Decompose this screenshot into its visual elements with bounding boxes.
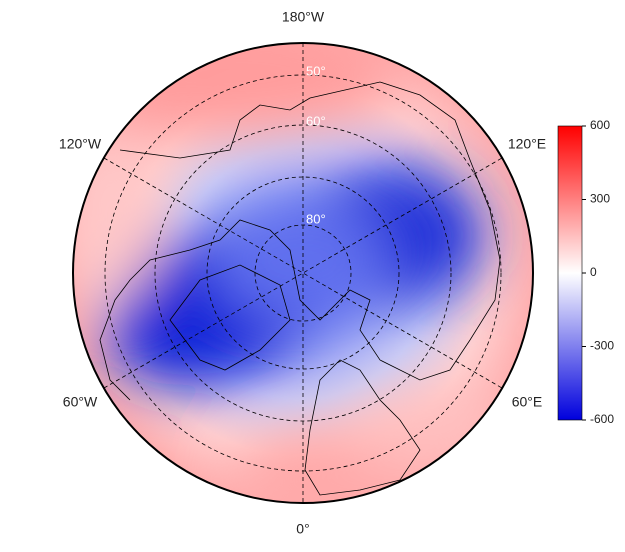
map-border <box>72 42 534 504</box>
colorbar-tick-label: 0 <box>590 265 597 279</box>
longitude-label: 120°W <box>59 136 102 152</box>
graticule <box>103 43 503 503</box>
colorbar-tick-label: -300 <box>590 339 614 353</box>
colorbar-tick-label: 600 <box>590 118 610 132</box>
colorbar-tick-label: -600 <box>590 412 614 426</box>
latitude-label: 80° <box>306 211 326 226</box>
longitude-label: 0° <box>296 521 309 537</box>
longitude-label: 180°W <box>282 9 325 25</box>
colorbar <box>557 125 583 421</box>
longitude-label: 120°E <box>508 136 546 152</box>
field <box>73 43 533 503</box>
longitude-label: 60°E <box>512 394 543 410</box>
latitude-label: 60° <box>306 113 326 128</box>
longitude-label: 60°W <box>63 394 98 410</box>
colorbar-tick-label: 300 <box>590 192 610 206</box>
latitude-label: 50° <box>306 63 326 78</box>
